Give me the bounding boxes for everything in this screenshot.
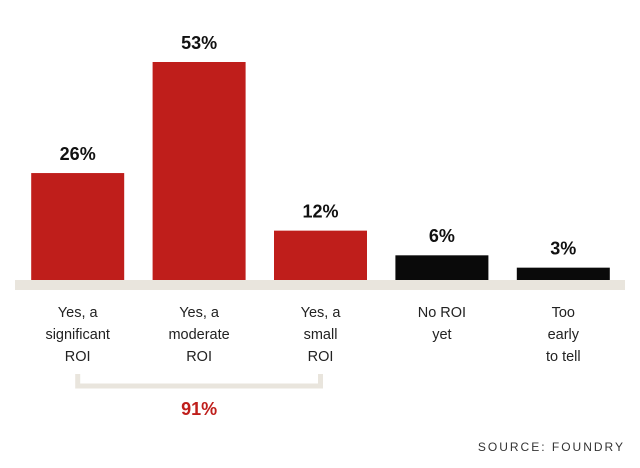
x-tick-label: ROI (186, 349, 212, 365)
x-tick-label: No ROI (418, 305, 466, 321)
x-tick-label: small (304, 327, 338, 343)
value-label: 6% (429, 226, 455, 246)
x-tick-label: Yes, a (179, 305, 220, 321)
value-label: 53% (181, 33, 217, 53)
bar (152, 62, 246, 280)
x-tick-label: Yes, a (301, 305, 342, 321)
bar (395, 255, 489, 280)
x-tick-label: ROI (308, 349, 334, 365)
bracket-label: 91% (181, 399, 217, 419)
bar (274, 230, 367, 280)
bar (31, 173, 125, 280)
baseline-band (15, 280, 625, 290)
source: SOURCE: FOUNDRY (478, 440, 625, 454)
x-tick-label: significant (45, 327, 109, 343)
x-tick-label: ROI (65, 349, 91, 365)
x-tick-label: Too (552, 305, 575, 321)
x-tick-label: to tell (546, 349, 581, 365)
bar (516, 267, 610, 280)
bracket (75, 374, 323, 389)
x-tick-label: moderate (168, 327, 229, 343)
value-label: 3% (550, 238, 576, 258)
x-tick-label: early (548, 327, 580, 343)
x-tick-label: Yes, a (58, 305, 99, 321)
value-label: 26% (60, 144, 96, 164)
value-label: 12% (302, 201, 338, 221)
x-tick-label: yet (432, 327, 451, 343)
